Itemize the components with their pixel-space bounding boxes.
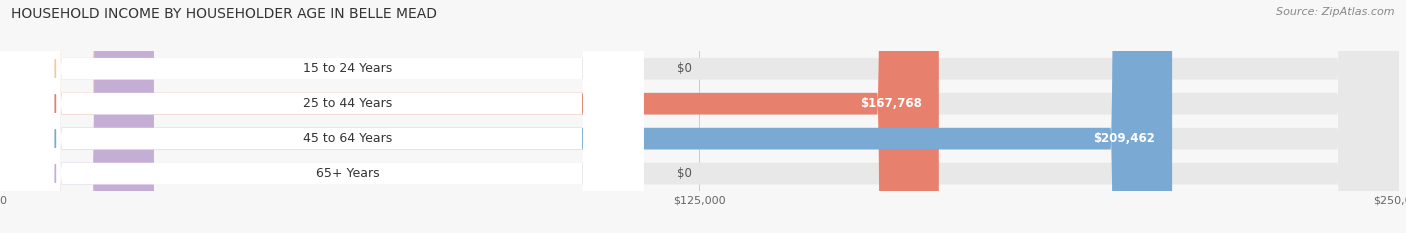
FancyBboxPatch shape (0, 0, 939, 233)
FancyBboxPatch shape (0, 0, 153, 233)
Text: $167,768: $167,768 (860, 97, 922, 110)
FancyBboxPatch shape (0, 0, 644, 233)
Text: 25 to 44 Years: 25 to 44 Years (302, 97, 392, 110)
FancyBboxPatch shape (0, 0, 153, 233)
Text: $0: $0 (678, 62, 692, 75)
Text: $209,462: $209,462 (1094, 132, 1156, 145)
FancyBboxPatch shape (0, 0, 644, 233)
FancyBboxPatch shape (0, 0, 1173, 233)
Text: Source: ZipAtlas.com: Source: ZipAtlas.com (1277, 7, 1395, 17)
Text: 65+ Years: 65+ Years (316, 167, 380, 180)
Text: HOUSEHOLD INCOME BY HOUSEHOLDER AGE IN BELLE MEAD: HOUSEHOLD INCOME BY HOUSEHOLDER AGE IN B… (11, 7, 437, 21)
FancyBboxPatch shape (0, 0, 644, 233)
FancyBboxPatch shape (0, 0, 644, 233)
Text: 45 to 64 Years: 45 to 64 Years (302, 132, 392, 145)
Text: 15 to 24 Years: 15 to 24 Years (302, 62, 392, 75)
Text: $0: $0 (678, 167, 692, 180)
